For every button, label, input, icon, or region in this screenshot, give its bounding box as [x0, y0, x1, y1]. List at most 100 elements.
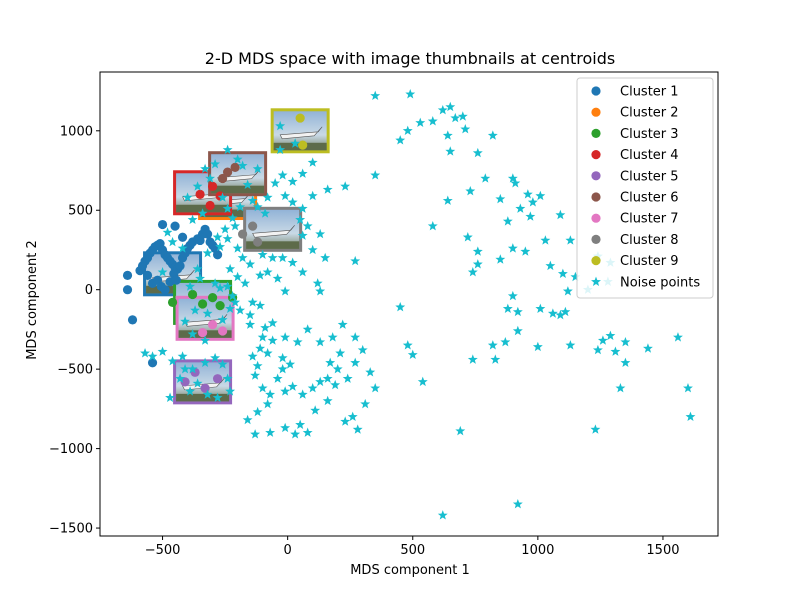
noise-point — [365, 367, 376, 377]
noise-point — [290, 429, 301, 439]
noise-point — [437, 510, 448, 520]
noise-point — [322, 184, 333, 194]
y-tick-label: 500 — [68, 204, 93, 219]
noise-point — [215, 241, 226, 251]
noise-point — [257, 383, 268, 393]
noise-point — [555, 209, 566, 220]
y-tick-label: −1500 — [49, 522, 93, 537]
noise-point — [225, 263, 236, 274]
noise-point — [210, 352, 221, 363]
cluster-point — [175, 261, 185, 271]
noise-point — [235, 305, 246, 315]
noise-point — [673, 332, 683, 342]
cluster-point — [248, 221, 258, 231]
noise-point — [222, 233, 233, 244]
noise-point — [262, 192, 273, 202]
noise-point — [360, 398, 371, 409]
series-cluster-6 — [217, 162, 240, 184]
legend-marker — [591, 128, 601, 138]
noise-point — [297, 168, 308, 178]
cluster-point — [238, 229, 248, 239]
legend-item-cluster-3: Cluster 3 — [591, 127, 679, 142]
noise-point — [467, 354, 478, 364]
noise-point — [192, 263, 203, 274]
noise-point — [450, 112, 461, 123]
noise-point — [287, 381, 298, 391]
legend-label: Cluster 3 — [620, 127, 679, 142]
noise-point — [267, 335, 278, 345]
noise-point — [590, 424, 601, 434]
noise-point — [297, 267, 308, 277]
noise-point — [235, 201, 246, 212]
noise-point — [237, 252, 248, 263]
noise-point — [200, 335, 211, 345]
noise-point — [352, 424, 363, 434]
noise-point — [302, 220, 313, 231]
cluster-point — [180, 377, 190, 387]
noise-point — [242, 414, 253, 425]
noise-point — [177, 243, 188, 253]
noise-point — [535, 303, 546, 313]
noise-point — [277, 252, 288, 263]
noise-point — [202, 389, 213, 399]
series-cluster-7 — [197, 320, 228, 338]
noise-point — [502, 216, 513, 226]
series-noise-points — [140, 89, 696, 520]
noise-point — [272, 373, 283, 383]
noise-point — [232, 271, 243, 282]
noise-point — [442, 195, 453, 205]
noise-point — [370, 383, 381, 393]
legend-box — [576, 77, 714, 299]
noise-point — [257, 332, 268, 342]
noise-point — [322, 395, 333, 406]
noise-point — [417, 376, 428, 387]
noise-point — [480, 173, 491, 183]
noise-point — [217, 359, 228, 369]
cluster-point — [187, 289, 198, 300]
noise-point — [555, 309, 566, 320]
noise-point — [395, 135, 406, 145]
noise-point — [507, 243, 518, 253]
noise-point — [252, 201, 263, 212]
cluster-point — [197, 328, 208, 338]
cluster-point — [127, 315, 138, 325]
noise-point — [217, 192, 228, 202]
noise-point — [180, 316, 191, 326]
cluster-point — [217, 326, 228, 336]
noise-point — [190, 305, 201, 315]
legend-marker — [591, 192, 601, 202]
noise-point — [250, 429, 261, 439]
legend-marker — [591, 107, 601, 117]
noise-point — [460, 124, 471, 134]
noise-point — [197, 208, 208, 218]
legend-marker — [591, 171, 601, 181]
noise-point — [275, 144, 286, 155]
legend-marker — [591, 213, 601, 223]
noise-point — [370, 90, 381, 101]
noise-point — [457, 111, 468, 121]
cluster-point — [212, 250, 223, 260]
noise-point — [267, 317, 278, 328]
noise-point — [205, 173, 216, 183]
noise-point — [350, 255, 361, 266]
noise-point — [520, 246, 531, 256]
noise-point — [342, 373, 353, 383]
noise-point — [202, 308, 213, 318]
noise-point — [272, 273, 283, 283]
y-tick-label: −1000 — [49, 442, 93, 457]
noise-point — [287, 197, 298, 207]
noise-point — [162, 227, 173, 237]
noise-point — [257, 249, 268, 259]
noise-point — [280, 332, 291, 342]
noise-point — [147, 351, 158, 361]
cluster-point — [147, 358, 158, 368]
airplane-icon — [252, 225, 295, 238]
legend-item-cluster-5: Cluster 5 — [591, 169, 679, 184]
cluster-point — [207, 293, 218, 303]
y-tick-label: 1000 — [60, 124, 93, 139]
noise-point — [570, 271, 581, 282]
series-cluster-8 — [238, 221, 263, 247]
noise-point — [297, 230, 308, 240]
noise-point — [532, 341, 543, 352]
